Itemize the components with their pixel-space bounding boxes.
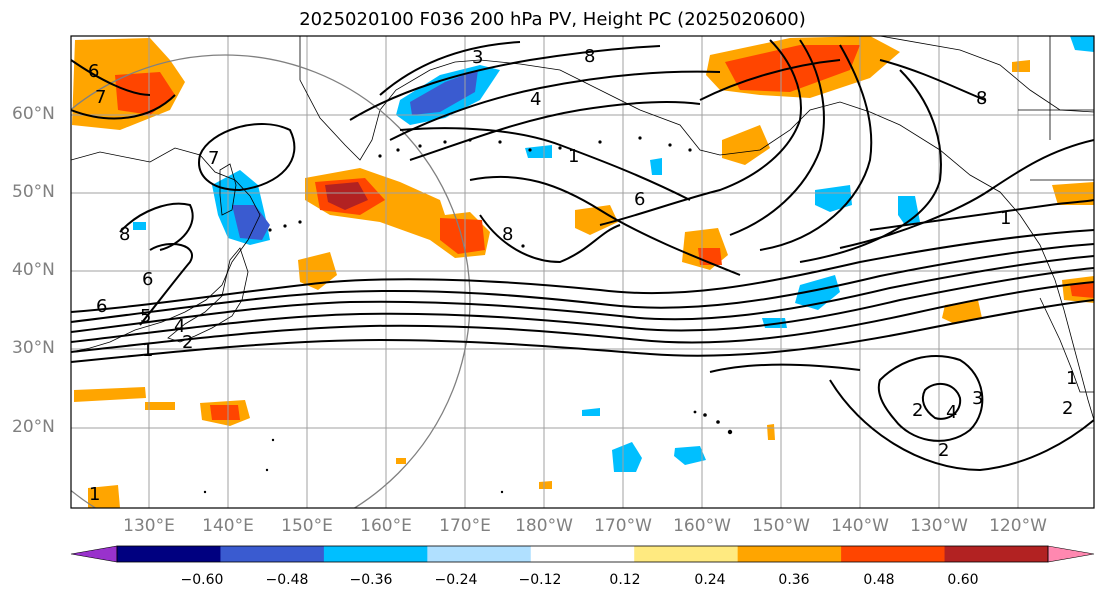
coastlines bbox=[71, 36, 1094, 421]
colorbar-swatch bbox=[220, 546, 325, 562]
colorbar-tick-label: −0.36 bbox=[349, 572, 393, 588]
pv-positive-anomalies bbox=[72, 36, 1094, 508]
colorbar-swatch bbox=[323, 546, 428, 562]
colorbar-tick-label: 0.48 bbox=[863, 572, 895, 588]
contour-label: 3 bbox=[972, 388, 983, 409]
colorbar-swatches bbox=[117, 546, 1049, 562]
colorbar-extend-min bbox=[70, 545, 118, 563]
colorbar-tick-label: −0.60 bbox=[180, 572, 224, 588]
contour-label: 4 bbox=[946, 402, 957, 423]
lon-label: 170°E bbox=[439, 516, 491, 536]
contour-label: 4 bbox=[174, 316, 185, 337]
contour-label: 8 bbox=[119, 224, 130, 245]
contour-label: 3 bbox=[472, 47, 483, 68]
colorbar-swatch bbox=[634, 546, 739, 562]
lon-label: 160°E bbox=[360, 516, 412, 536]
lon-label: 130°E bbox=[123, 516, 175, 536]
colorbar-tick-label: 0.60 bbox=[947, 572, 979, 588]
colorbar-outline bbox=[116, 545, 1049, 563]
contour-label: 2 bbox=[912, 400, 923, 421]
contour-label: 8 bbox=[502, 224, 513, 245]
colorbar-tick-label: 0.24 bbox=[694, 572, 726, 588]
contour-labels: 6 7 3 4 8 1 6 8 6 5 4 2 1 6 8 8 7 1 2 4 … bbox=[88, 46, 1077, 505]
contour-label: 8 bbox=[976, 88, 987, 109]
contour-label: 7 bbox=[208, 148, 219, 169]
contour-label: 1 bbox=[1066, 368, 1077, 389]
map-title: 2025020100 F036 200 hPa PV, Height PC (2… bbox=[299, 9, 806, 30]
reference-circle bbox=[71, 54, 471, 508]
contour-label: 2 bbox=[1062, 398, 1073, 419]
lat-label: 30°N bbox=[12, 338, 55, 358]
contour-label: 5 bbox=[140, 306, 151, 327]
lon-label: 140°W bbox=[831, 516, 889, 536]
plot-frame bbox=[70, 35, 1095, 509]
colorbar-swatch bbox=[737, 546, 842, 562]
lon-label: 140°E bbox=[202, 516, 254, 536]
colorbar-swatch bbox=[841, 546, 946, 562]
contour-label: 1 bbox=[568, 146, 579, 167]
lon-label: 170°W bbox=[594, 516, 652, 536]
colorbar-swatch bbox=[117, 546, 221, 562]
lat-label: 60°N bbox=[12, 104, 55, 124]
lon-label: 120°W bbox=[989, 516, 1047, 536]
contour-label: 2 bbox=[938, 440, 949, 461]
colorbar-swatch bbox=[427, 546, 532, 562]
colorbar-swatch bbox=[944, 546, 1049, 562]
contour-label: 4 bbox=[530, 89, 541, 110]
lat-label: 50°N bbox=[12, 182, 55, 202]
colorbar-tick-label: −0.48 bbox=[265, 572, 309, 588]
contour-label: 6 bbox=[142, 269, 153, 290]
lon-label: 150°W bbox=[752, 516, 810, 536]
colorbar-tick-label: 0.36 bbox=[778, 572, 810, 588]
lat-label: 20°N bbox=[12, 417, 55, 437]
contour-label: 6 bbox=[96, 296, 107, 317]
map-plot-area: 6 7 3 4 8 1 6 8 6 5 4 2 1 6 8 8 7 1 2 4 … bbox=[71, 36, 1094, 508]
lon-label: 180°W bbox=[515, 516, 573, 536]
colorbar-tick-label: −0.24 bbox=[434, 572, 478, 588]
contour-label: 1 bbox=[1000, 208, 1011, 229]
aleutian-islands bbox=[203, 136, 733, 494]
height-contours bbox=[71, 39, 1094, 472]
contour-label: 2 bbox=[182, 332, 193, 353]
graticule bbox=[71, 36, 1094, 508]
colorbar-extend-max bbox=[1047, 545, 1095, 563]
lon-label: 160°W bbox=[673, 516, 731, 536]
lon-label: 150°E bbox=[281, 516, 333, 536]
contour-label: 1 bbox=[89, 484, 100, 505]
colorbar-tick-label: 0.12 bbox=[609, 572, 641, 588]
contour-label: 1 bbox=[142, 340, 153, 361]
contour-label: 7 bbox=[95, 87, 106, 108]
colorbar bbox=[70, 545, 1095, 563]
contour-label: 8 bbox=[584, 46, 595, 67]
lat-label: 40°N bbox=[12, 260, 55, 280]
colorbar-tick-label: −0.12 bbox=[518, 572, 562, 588]
contour-label: 6 bbox=[88, 61, 99, 82]
contour-label: 6 bbox=[634, 189, 645, 210]
lon-label: 130°W bbox=[910, 516, 968, 536]
colorbar-swatch bbox=[530, 546, 635, 562]
